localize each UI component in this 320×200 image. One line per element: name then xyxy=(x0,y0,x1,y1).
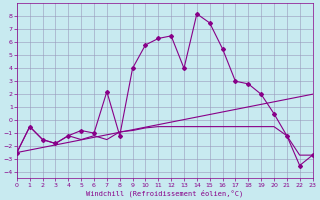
X-axis label: Windchill (Refroidissement éolien,°C): Windchill (Refroidissement éolien,°C) xyxy=(86,189,243,197)
